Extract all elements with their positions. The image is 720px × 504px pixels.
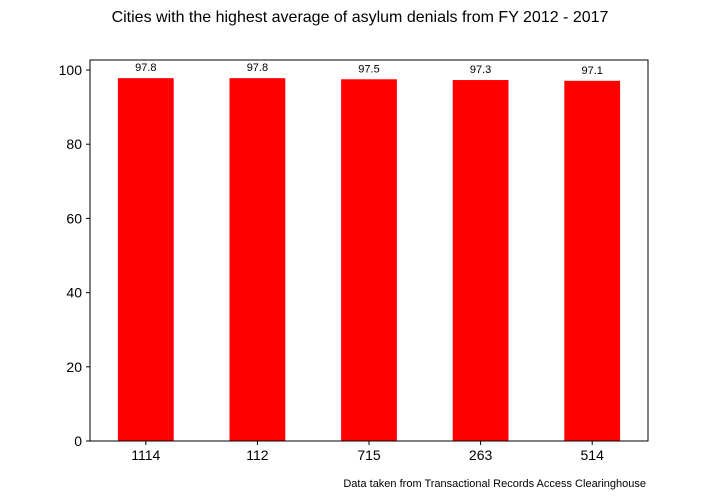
x-tick-label-112: 112: [246, 447, 269, 463]
y-tick-label-80: 80: [66, 136, 82, 152]
x-tick-label-514: 514: [581, 447, 605, 463]
data-label-715: 97.5: [358, 63, 379, 75]
bar-1114: [117, 78, 174, 441]
y-tick-label-40: 40: [66, 285, 82, 301]
y-tick-label-60: 60: [66, 210, 82, 226]
data-label-112: 97.8: [247, 62, 268, 74]
plot-area: 97.8 97.8 97.5 97.3 97.1 0 20 40 60 80 100 1114 112 7…: [59, 59, 649, 463]
data-label-1114: 97.8: [135, 62, 156, 74]
bar-514: [564, 80, 621, 441]
y-tick-label-0: 0: [74, 433, 82, 449]
bar-112: [229, 78, 286, 441]
source-footnote: Data taken from Transactional Records Ac…: [343, 478, 646, 490]
x-tick-label-263: 263: [469, 447, 493, 463]
bar-715: [341, 79, 397, 441]
chart-title: Cities with the highest average of asylu…: [112, 9, 609, 26]
x-tick-label-1114: 1114: [131, 447, 160, 463]
data-label-514: 97.1: [581, 65, 602, 77]
y-tick-label-20: 20: [66, 359, 82, 375]
data-label-263: 97.3: [470, 64, 491, 76]
y-tick-label-100: 100: [59, 62, 83, 78]
bar-263: [452, 80, 509, 441]
x-tick-label-715: 715: [357, 447, 381, 463]
